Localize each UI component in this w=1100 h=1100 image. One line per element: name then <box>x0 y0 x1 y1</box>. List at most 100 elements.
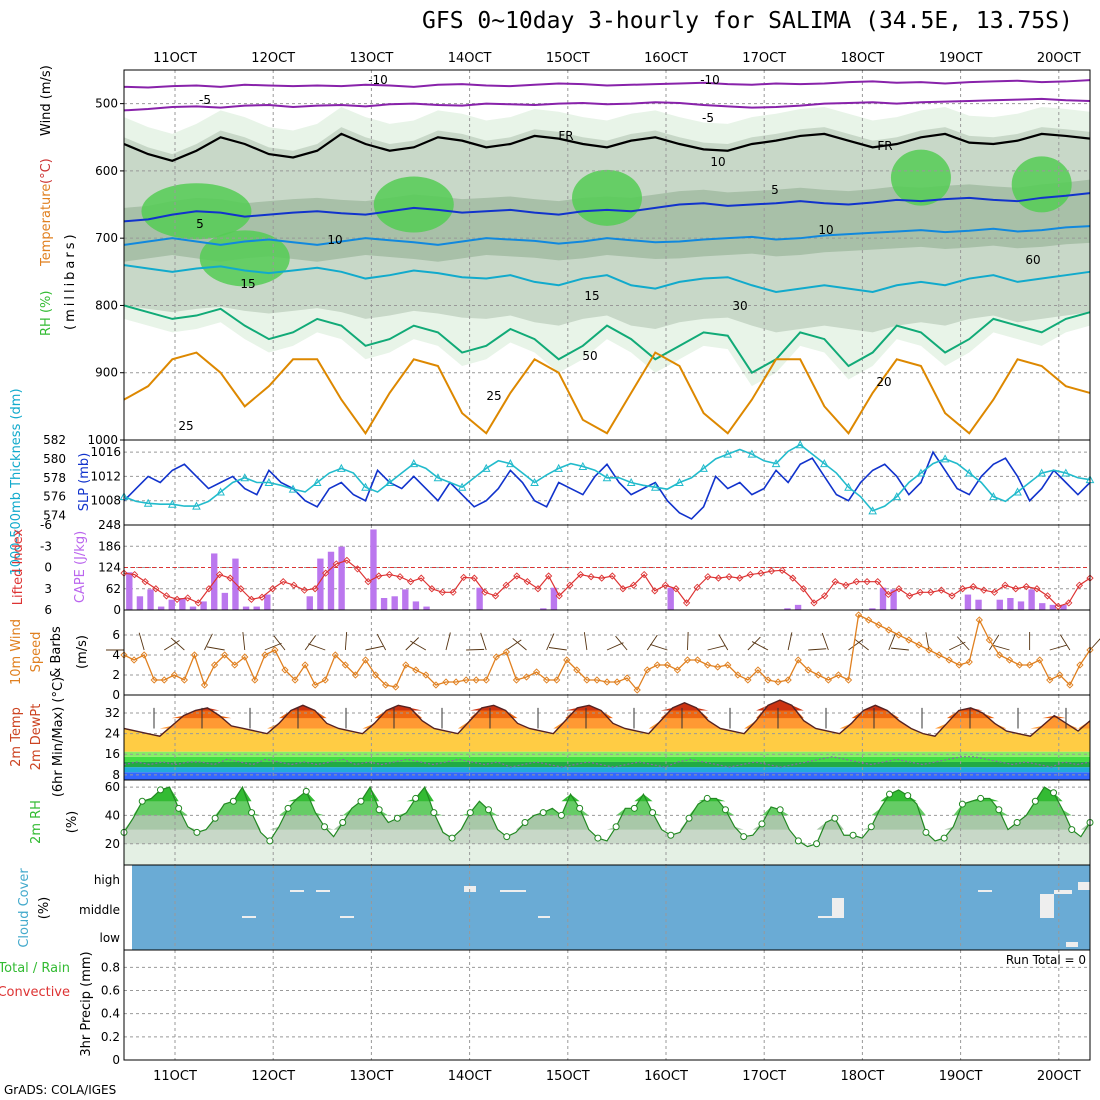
thickness-marker <box>143 498 153 507</box>
li-marker <box>215 570 224 579</box>
x-tick-label-bottom: 19OCT <box>939 1069 983 1084</box>
li-marker <box>332 560 340 568</box>
rh-marker <box>138 797 146 805</box>
wind-marker <box>281 666 289 674</box>
li-marker <box>831 578 839 586</box>
wind-marker <box>301 661 309 669</box>
wind-marker <box>774 678 782 686</box>
axis-label: Temperature <box>39 184 54 267</box>
wind-marker <box>925 646 933 654</box>
wind-marker <box>130 656 138 664</box>
y-tick-label: 0.8 <box>101 960 120 974</box>
wind-marker <box>905 636 913 644</box>
cape-bar <box>136 596 144 610</box>
thickness-marker <box>192 501 201 510</box>
temp-fill-layer <box>124 700 1090 711</box>
li-marker <box>905 592 914 600</box>
x-tick-label-bottom: 14OCT <box>448 1069 492 1084</box>
rh-marker <box>977 794 985 802</box>
axis-label: Cloud Cover <box>17 868 32 948</box>
li-marker <box>226 574 234 582</box>
rh-marker <box>211 814 219 822</box>
wind-marker <box>311 681 319 689</box>
rh-marker <box>813 840 821 848</box>
wind-barb <box>888 633 896 651</box>
wind-marker <box>462 676 470 684</box>
wind-marker <box>140 651 148 659</box>
isotherm-label: 10 <box>327 233 342 247</box>
y-tick-label: 16 <box>105 747 120 761</box>
wind-marker <box>824 676 833 684</box>
wind-marker <box>271 646 279 654</box>
wind-marker <box>764 676 772 684</box>
wind-barb <box>948 641 966 651</box>
y-tick-label: 0 <box>44 561 52 575</box>
isotherm-5 <box>123 192 1091 223</box>
wind-marker <box>724 661 732 669</box>
wind-marker <box>1025 661 1034 669</box>
wind-marker <box>512 676 521 684</box>
wind-marker <box>261 651 269 659</box>
thickness-marker <box>409 459 419 468</box>
wind-barb <box>242 632 246 651</box>
li-marker <box>704 573 712 581</box>
isotherm-label: 5 <box>771 183 779 197</box>
wind-barb <box>808 648 827 651</box>
y-tick-label: 1000 <box>87 433 118 447</box>
wind-marker <box>744 676 752 684</box>
li-marker <box>470 574 478 582</box>
rh-marker <box>685 814 693 822</box>
y-tick-label: 1008 <box>90 494 121 508</box>
thickness-marker <box>1037 468 1047 477</box>
series-line <box>123 450 1091 520</box>
y-tick-label: 600 <box>95 164 118 178</box>
wind-marker <box>412 666 420 674</box>
isotherm--5 <box>123 97 1091 112</box>
wind-marker <box>613 678 621 686</box>
y-tick-label: 582 <box>43 433 66 447</box>
wind-marker <box>1005 656 1014 664</box>
cape-bar <box>1007 598 1014 610</box>
wind-marker <box>251 676 259 684</box>
y-tick-label: 700 <box>95 231 118 245</box>
thickness-marker <box>481 463 491 472</box>
isotherm-label: 20 <box>876 375 891 389</box>
li-marker <box>247 595 256 604</box>
thickness-marker <box>675 477 684 486</box>
rh-marker <box>557 811 565 819</box>
li-marker <box>449 588 457 596</box>
li-marker <box>693 583 701 591</box>
thickness-marker <box>530 477 539 486</box>
x-tick-label-top: 11OCT <box>153 51 197 66</box>
wind-speed-line <box>123 614 1091 692</box>
li-marker <box>884 590 892 599</box>
li-marker <box>460 573 468 582</box>
li-marker <box>587 573 595 581</box>
rh-marker <box>612 823 620 831</box>
isotherm-label: 30 <box>732 299 747 313</box>
rh-marker <box>521 819 529 826</box>
wind-barb <box>890 647 909 651</box>
axis-label: (6hr Min/Max) (°C) <box>51 677 66 797</box>
cape-bar <box>1017 601 1025 610</box>
isotherm-label: 50 <box>582 349 597 363</box>
wind-barb <box>405 637 420 651</box>
rh-marker <box>958 800 966 808</box>
li-marker <box>364 578 372 586</box>
wind-marker <box>663 661 672 669</box>
y-tick-label: 578 <box>43 471 66 485</box>
wind-barb <box>787 632 793 651</box>
thickness-marker <box>650 482 660 491</box>
wind-barb <box>848 639 864 651</box>
thickness-marker <box>457 482 467 491</box>
rh-marker <box>229 797 237 805</box>
wind-barb <box>646 634 658 651</box>
li-marker <box>661 581 670 589</box>
li-marker <box>852 578 861 586</box>
li-marker <box>502 581 510 589</box>
thickness-marker <box>1013 487 1022 496</box>
lifted-index-line <box>123 559 1091 608</box>
rh-marker <box>576 804 584 812</box>
wind-marker <box>170 671 178 679</box>
li-marker <box>969 582 977 591</box>
